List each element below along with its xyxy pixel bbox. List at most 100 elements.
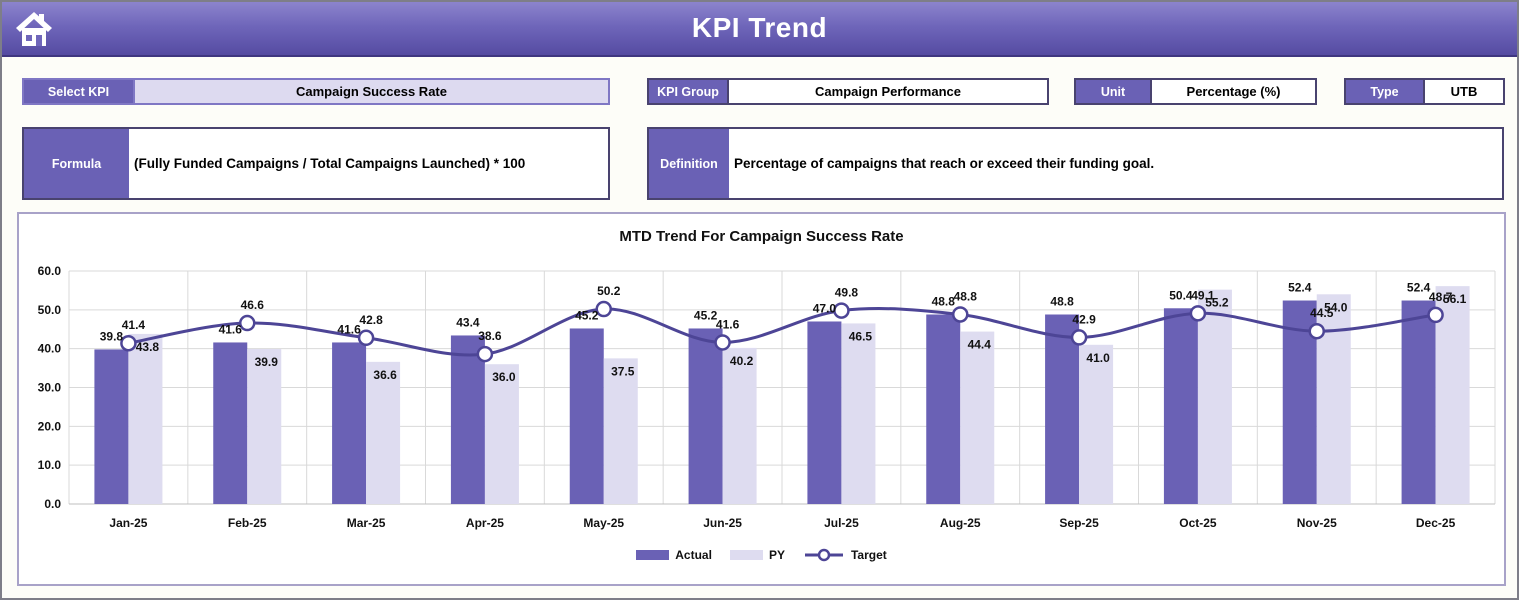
select-kpi-field: Select KPI Campaign Success Rate — [22, 78, 610, 105]
actual-data-label: 50.4 — [1169, 288, 1193, 302]
target-line — [128, 307, 1436, 357]
bar-actual — [450, 335, 485, 504]
target-data-label: 42.8 — [359, 313, 383, 327]
bar-py — [1435, 286, 1470, 504]
target-marker — [1427, 306, 1444, 324]
definition-value: Percentage of campaigns that reach or ex… — [729, 129, 1502, 198]
page-header: KPI Trend — [2, 2, 1517, 57]
target-data-label: 42.9 — [1072, 312, 1096, 326]
target-data-label: 49.8 — [835, 286, 859, 300]
actual-data-label: 41.6 — [337, 322, 361, 336]
page-title: KPI Trend — [691, 12, 828, 43]
formula-field: Formula (Fully Funded Campaigns / Total … — [22, 127, 610, 200]
legend-label-target: Target — [850, 548, 887, 562]
x-tick-label: Jan-25 — [109, 516, 147, 530]
unit-value: Percentage (%) — [1152, 80, 1315, 103]
x-tick-label: Jul-25 — [824, 516, 859, 530]
actual-series-swatch — [636, 550, 670, 560]
y-tick-label: 30.0 — [38, 381, 62, 395]
kpi-group-label: KPI Group — [649, 80, 729, 103]
target-marker — [476, 345, 494, 363]
bar-actual — [1401, 300, 1436, 504]
kpi-group-field: KPI Group Campaign Performance — [647, 78, 1049, 105]
legend-label-actual: Actual — [675, 548, 712, 562]
x-tick-label: Sep-25 — [1059, 516, 1099, 530]
target-data-label: 41.4 — [122, 318, 146, 332]
definition-label: Definition — [649, 129, 729, 198]
formula-value: (Fully Funded Campaigns / Total Campaign… — [129, 129, 608, 198]
legend-item-actual: Actual — [636, 548, 712, 562]
legend-label-py: PY — [768, 548, 785, 562]
bar-actual — [1163, 308, 1198, 504]
actual-data-label: 43.4 — [456, 315, 480, 329]
y-tick-label: 60.0 — [38, 264, 62, 278]
py-data-label: 41.0 — [1086, 351, 1110, 365]
type-label: Type — [1346, 80, 1425, 103]
y-tick-label: 50.0 — [38, 303, 62, 317]
target-marker — [952, 306, 969, 323]
py-data-label: 44.4 — [968, 338, 992, 352]
actual-data-label: 47.0 — [813, 301, 837, 315]
target-marker — [120, 334, 137, 352]
target-data-label: 50.2 — [597, 284, 621, 298]
x-tick-label: Oct-25 — [1179, 516, 1217, 530]
unit-label: Unit — [1076, 80, 1152, 103]
y-tick-label: 0.0 — [44, 497, 61, 511]
bar-py — [603, 358, 638, 504]
home-icon — [16, 12, 52, 46]
target-marker — [1308, 322, 1325, 340]
bar-py — [1079, 344, 1114, 504]
definition-field: Definition Percentage of campaigns that … — [647, 127, 1504, 200]
bar-actual — [926, 314, 961, 504]
x-tick-label: Nov-25 — [1297, 516, 1337, 530]
select-kpi-value[interactable]: Campaign Success Rate — [135, 80, 608, 103]
bar-py — [841, 323, 876, 504]
target-series-swatch — [804, 548, 843, 562]
bar-actual — [213, 342, 248, 504]
actual-data-label: 48.8 — [932, 294, 956, 308]
target-data-label: 48.8 — [954, 289, 978, 303]
py-data-label: 43.8 — [136, 340, 160, 354]
home-button[interactable] — [14, 10, 54, 50]
legend-item-py: PY — [729, 548, 785, 562]
type-field: Type UTB — [1344, 78, 1505, 105]
bar-actual — [1045, 314, 1080, 504]
target-data-label: 46.6 — [241, 298, 265, 312]
bar-py — [247, 349, 282, 504]
y-tick-label: 20.0 — [38, 419, 62, 433]
bar-actual — [332, 342, 367, 504]
unit-field: Unit Percentage (%) — [1074, 78, 1317, 105]
py-data-label: 55.2 — [1205, 296, 1229, 310]
target-data-label: 41.6 — [716, 317, 740, 331]
target-marker — [1189, 305, 1207, 322]
bar-py — [960, 331, 995, 504]
kpi-trend-chart: MTD Trend For Campaign Success Rate 0.0 1… — [17, 212, 1506, 586]
actual-data-label: 41.6 — [219, 322, 243, 336]
target-marker — [357, 329, 375, 347]
bar-py — [128, 333, 163, 504]
actual-data-label: 52.4 — [1407, 281, 1431, 295]
y-tick-label: 10.0 — [38, 458, 62, 472]
target-marker — [833, 302, 850, 319]
x-tick-label: Apr-25 — [466, 516, 504, 530]
target-data-label: 49.1 — [1191, 288, 1215, 302]
chart-legend: Actual PY Target — [19, 548, 1504, 562]
kpi-group-value: Campaign Performance — [729, 80, 1047, 103]
py-data-label: 40.2 — [730, 354, 754, 368]
x-tick-label: Jun-25 — [703, 516, 742, 530]
x-tick-label: Dec-25 — [1416, 516, 1456, 530]
chart-title: MTD Trend For Campaign Success Rate — [619, 228, 904, 245]
py-data-label: 56.1 — [1443, 292, 1467, 306]
chart-plot-area: 0.0 10.0 20.0 30.0 40.0 50.0 60.0 Jan-25 Feb-25 M… — [38, 264, 1496, 530]
y-tick-label: 40.0 — [38, 342, 62, 356]
legend-item-target: Target — [803, 548, 887, 562]
bar-actual — [569, 328, 604, 504]
bar-py — [1197, 289, 1232, 504]
actual-data-label: 52.4 — [1288, 281, 1312, 295]
py-data-label: 54.0 — [1324, 300, 1348, 314]
target-marker — [595, 300, 612, 318]
actual-data-label: 45.2 — [575, 308, 599, 322]
bar-actual — [807, 321, 842, 504]
actual-data-label: 48.8 — [1050, 294, 1074, 308]
